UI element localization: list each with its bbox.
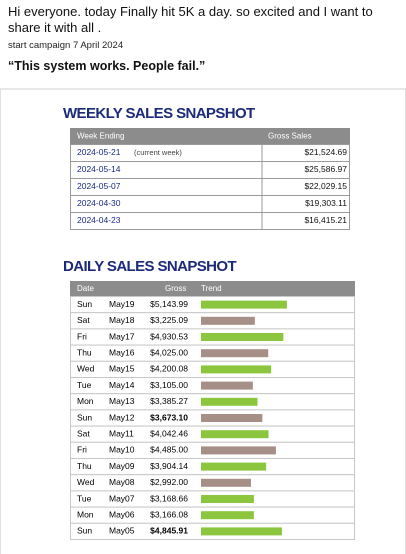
- week-gross: $16,415.21: [304, 215, 347, 225]
- trend-bar: [201, 365, 272, 374]
- day: Thu: [77, 461, 92, 471]
- date: May06: [109, 509, 135, 519]
- date: May09: [109, 461, 135, 471]
- daily-header-label: Date: [77, 284, 94, 293]
- day: Sat: [77, 315, 90, 325]
- daily-header-label: Trend: [201, 284, 222, 293]
- date: May08: [109, 477, 135, 487]
- gross: $5,143.99: [150, 299, 188, 309]
- trend-bar: [201, 495, 254, 503]
- date: May13: [109, 396, 135, 406]
- week-ending: 2024-05-21: [77, 147, 121, 157]
- date: May11: [109, 428, 134, 438]
- week-gross: $22,029.15: [304, 181, 347, 191]
- date: May16: [109, 347, 135, 357]
- date: May05: [109, 526, 135, 536]
- weekly-header-label: Gross Sales: [268, 132, 312, 141]
- post-text: Hi everyone. today Finally hit 5K a day.…: [8, 4, 373, 35]
- gross: $3,166.08: [150, 509, 188, 519]
- trend-bar: [201, 381, 253, 390]
- date: May17: [109, 331, 135, 341]
- gross: $3,105.00: [150, 380, 188, 390]
- trend-bar: [201, 478, 251, 487]
- gross: $4,025.00: [150, 347, 188, 357]
- trend-bar: [201, 333, 284, 341]
- trend-bar: [201, 511, 254, 520]
- day: Thu: [77, 347, 92, 357]
- gross: $4,485.00: [150, 445, 188, 455]
- gross: $4,042.46: [150, 428, 188, 438]
- trend-bar: [201, 349, 269, 358]
- daily-title: DAILY SALES SNAPSHOT: [63, 258, 236, 275]
- date: May10: [109, 445, 135, 455]
- gross: $4,845.91: [150, 526, 188, 536]
- day: Sun: [77, 412, 92, 422]
- gross: $4,200.08: [150, 364, 188, 374]
- date: May15: [109, 364, 135, 374]
- date: May18: [109, 315, 135, 325]
- date: May07: [109, 493, 135, 503]
- daily-header: [70, 281, 355, 296]
- weekly-title: WEEKLY SALES SNAPSHOT: [63, 105, 255, 122]
- gross: $3,225.09: [150, 315, 188, 325]
- day: Mon: [77, 396, 94, 406]
- trend-bar: [201, 414, 263, 422]
- daily-header-label: Gross: [165, 284, 186, 293]
- week-gross: $19,303.11: [305, 198, 347, 208]
- date: May14: [109, 380, 135, 390]
- trend-bar: [201, 527, 282, 536]
- week-ending: 2024-05-14: [77, 164, 121, 174]
- gross: $4,930.53: [150, 331, 188, 341]
- day: Fri: [77, 331, 87, 341]
- gross: $3,168.66: [150, 493, 188, 503]
- weekly-header-label: Week Ending: [77, 132, 124, 141]
- date: May12: [109, 412, 135, 422]
- day: Mon: [77, 509, 94, 519]
- day: Fri: [77, 445, 87, 455]
- week-ending: 2024-04-23: [77, 215, 121, 225]
- day: Sat: [77, 428, 90, 438]
- date: May19: [109, 299, 135, 309]
- trend-bar: [201, 300, 287, 309]
- gross: $2,992.00: [150, 477, 188, 487]
- day: Tue: [77, 380, 92, 390]
- day: Wed: [77, 364, 95, 374]
- day: Tue: [77, 493, 92, 503]
- day: Sun: [77, 299, 92, 309]
- week-gross: $25,586.97: [304, 164, 347, 174]
- week-ending: 2024-05-07: [77, 181, 121, 191]
- campaign-line: start campaign 7 April 2024: [8, 40, 124, 51]
- week-gross: $21,524.69: [304, 147, 347, 157]
- trend-bar: [201, 316, 255, 325]
- day: Wed: [77, 477, 95, 487]
- gross: $3,904.14: [150, 461, 188, 471]
- week-note: (current week): [134, 148, 182, 157]
- quote: “This system works. People fail.”: [8, 59, 206, 73]
- week-ending: 2024-04-30: [77, 198, 121, 208]
- trend-bar: [201, 430, 269, 439]
- trend-bar: [201, 462, 267, 471]
- trend-bar: [201, 397, 258, 406]
- trend-bar: [201, 446, 276, 455]
- day: Sun: [77, 526, 92, 536]
- weekly-header: [70, 128, 350, 144]
- gross: $3,673.10: [150, 412, 188, 422]
- weekly-row: [70, 212, 350, 230]
- gross: $3,385.27: [150, 396, 188, 406]
